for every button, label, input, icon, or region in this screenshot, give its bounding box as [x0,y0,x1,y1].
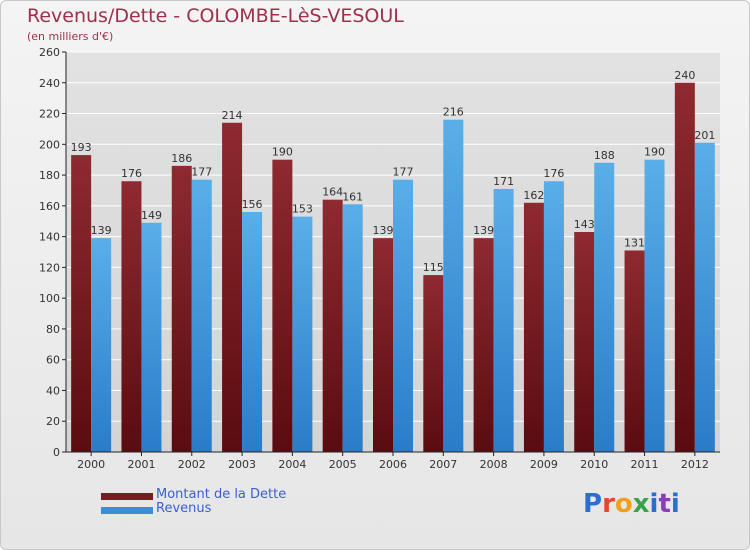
y-tick-label-20: 20 [46,415,60,428]
data-label-revenus-2012: 201 [694,129,715,142]
y-tick-label-80: 80 [46,323,60,336]
data-label-revenus-2004: 153 [292,203,313,216]
y-tick-label-160: 160 [39,200,60,213]
data-label-dette-2000: 193 [71,141,92,154]
bar-revenus-2005 [342,204,363,452]
data-label-revenus-2007: 216 [443,106,464,119]
x-tick-label-2009: 2009 [530,458,558,471]
y-tick-label-40: 40 [46,384,60,397]
data-label-dette-2011: 131 [624,236,645,249]
x-tick-label-2002: 2002 [178,458,206,471]
x-tick-label-2006: 2006 [379,458,407,471]
bar-revenus-2007 [443,119,464,452]
x-tick-label-2008: 2008 [480,458,508,471]
bar-dette-2012 [674,82,695,453]
bar-revenus-2003 [242,212,263,452]
proxiti-logo: Proxiti [583,489,680,519]
bar-dette-2001 [121,181,142,452]
data-label-dette-2002: 186 [171,152,192,165]
legend-swatch-revenus [101,507,153,514]
y-tick-label-200: 200 [39,138,60,151]
x-tick-label-2011: 2011 [631,458,659,471]
data-label-revenus-2009: 176 [543,167,564,180]
bar-revenus-2001 [141,222,162,452]
x-tick-label-2012: 2012 [681,458,709,471]
data-label-revenus-2005: 161 [342,190,363,203]
bar-dette-2003 [222,122,243,453]
data-label-dette-2004: 190 [272,146,293,159]
data-label-dette-2009: 162 [523,189,544,202]
data-label-revenus-2001: 149 [141,209,162,222]
bar-revenus-2004 [292,216,313,452]
x-tick-label-2000: 2000 [77,458,105,471]
data-label-revenus-2003: 156 [242,198,263,211]
bar-revenus-2002 [191,179,212,452]
y-tick-label-100: 100 [39,292,60,305]
bar-revenus-2011 [644,159,665,452]
bar-dette-2002 [171,165,192,452]
legend-swatch-dette [101,493,153,500]
x-tick-label-2005: 2005 [329,458,357,471]
x-tick-label-2007: 2007 [429,458,457,471]
bar-dette-2007 [423,275,444,452]
bar-dette-2011 [624,250,645,452]
chart-subtitle: (en milliers d'€) [27,30,114,43]
data-label-dette-2010: 143 [574,218,595,231]
legend-label-dette: Montant de la Dette [156,487,287,502]
bar-revenus-2006 [393,179,413,452]
bar-dette-2006 [373,238,393,452]
bar-revenus-2010 [594,162,615,452]
x-tick-label-2003: 2003 [228,458,256,471]
data-label-revenus-2008: 171 [493,175,514,188]
y-tick-label-180: 180 [39,169,60,182]
data-label-dette-2001: 176 [121,167,142,180]
y-tick-label-60: 60 [46,354,60,367]
data-label-revenus-2006: 177 [393,166,414,179]
x-tick-label-2004: 2004 [278,458,306,471]
bar-revenus-2012 [694,142,715,452]
data-label-dette-2005: 164 [322,186,343,199]
data-label-dette-2012: 240 [674,69,695,82]
bar-dette-2008 [473,238,494,452]
bar-dette-2010 [574,232,595,452]
y-tick-label-120: 120 [39,261,60,274]
bar-revenus-2009 [543,181,564,452]
bar-dette-2004 [272,159,293,452]
y-tick-label-220: 220 [39,108,60,121]
data-label-dette-2007: 115 [423,261,444,274]
data-label-revenus-2010: 188 [594,149,615,162]
data-label-dette-2003: 214 [222,109,243,122]
bar-revenus-2000 [91,238,112,452]
data-label-dette-2008: 139 [473,224,494,237]
y-tick-label-0: 0 [53,446,60,459]
data-label-revenus-2000: 139 [91,224,112,237]
y-tick-label-140: 140 [39,231,60,244]
bar-revenus-2008 [493,188,514,452]
y-tick-label-240: 240 [39,77,60,90]
legend-label-revenus: Revenus [156,501,212,516]
x-tick-label-2010: 2010 [580,458,608,471]
bar-dette-2000 [71,155,92,453]
bar-dette-2005 [322,199,343,452]
data-label-revenus-2011: 190 [644,146,665,159]
chart-title: Revenus/Dette - COLOMBE-LèS-VESOUL [27,5,404,27]
data-label-dette-2006: 139 [373,224,394,237]
data-label-revenus-2002: 177 [191,166,212,179]
bar-dette-2009 [523,202,544,452]
x-tick-label-2001: 2001 [127,458,155,471]
y-tick-label-260: 260 [39,46,60,59]
